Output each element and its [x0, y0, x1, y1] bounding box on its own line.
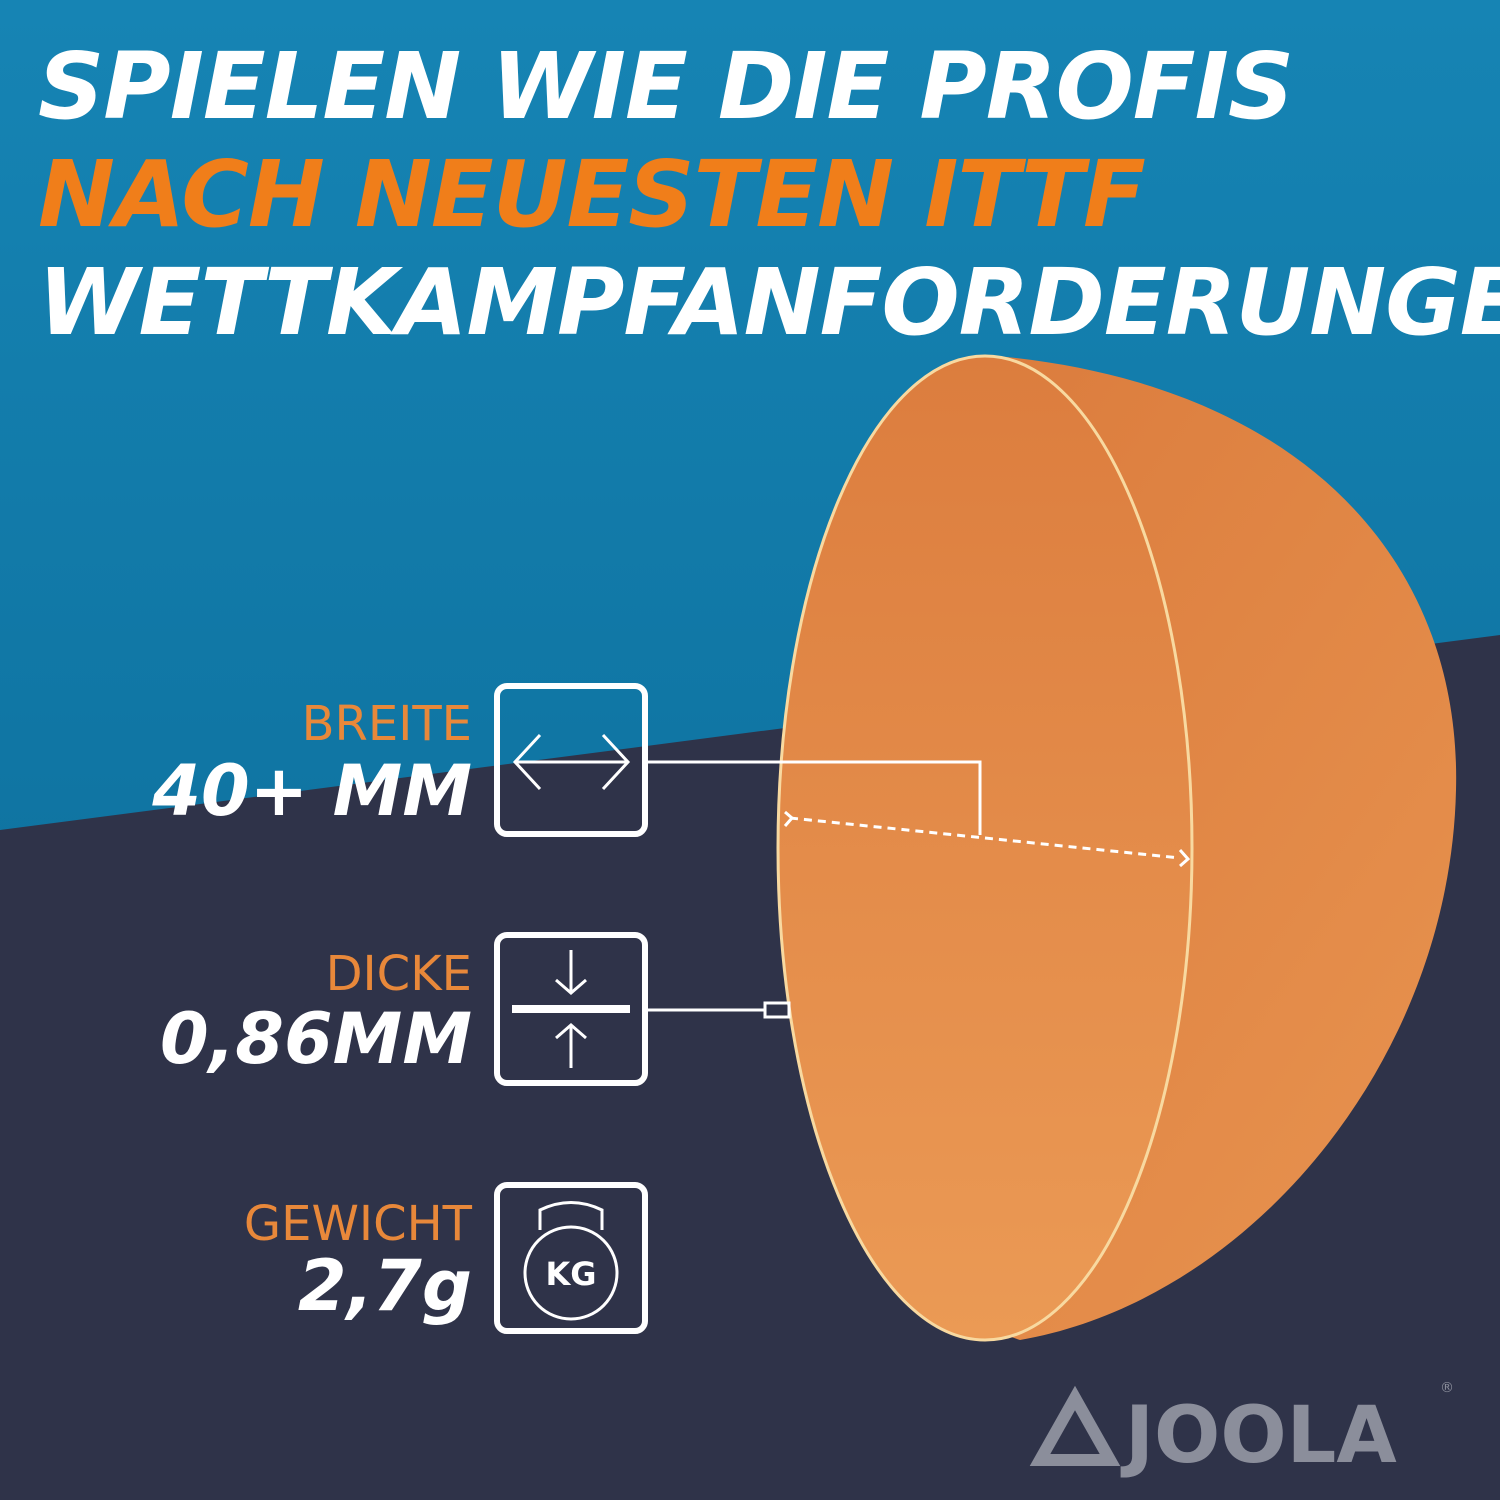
spec-value: 40+ MM — [151, 750, 472, 832]
icons — [494, 683, 648, 1334]
spec-label: DICKE — [326, 946, 472, 1002]
spec-value: 2,7g — [298, 1245, 472, 1327]
icon-text: KG — [545, 1255, 596, 1293]
ball-rim — [776, 354, 1194, 1342]
spec-label: GEWICHT — [244, 1196, 473, 1252]
headline-1: SPIELEN WIE DIE PROFIS — [38, 33, 1293, 140]
logo-registered: ® — [1440, 1380, 1454, 1396]
logo-mark — [1029, 1385, 1121, 1466]
connectors — [645, 760, 1191, 1019]
headline-2: NACH NEUESTEN ITTF — [38, 141, 1145, 248]
spec-label: BREITE — [302, 696, 472, 752]
spec-value: 0,86MM — [160, 998, 472, 1080]
logo-text: JOOLA — [1120, 1391, 1397, 1481]
headline-3: WETTKAMPFANFORDERUNGEN — [38, 249, 1500, 356]
